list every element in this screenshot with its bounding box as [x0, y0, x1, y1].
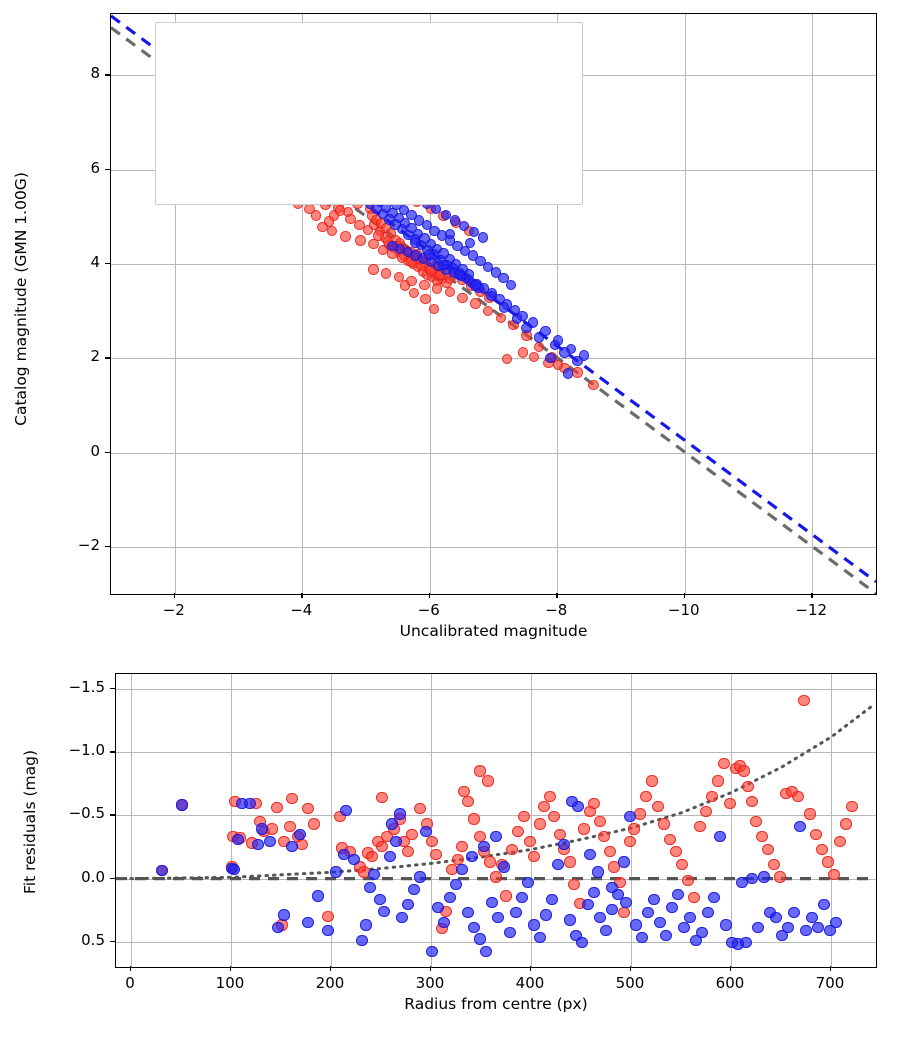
y-tick-label: −1.0	[68, 741, 105, 760]
y-tickmark	[105, 545, 110, 548]
y-tickmark	[105, 168, 110, 170]
panel-photometric-calibration: Catalog magnitude (GMN 1.00G) Uncalibrat…	[12, 13, 877, 640]
gridline-vertical	[174, 14, 176, 594]
x-tickmark	[556, 593, 558, 598]
gridline-vertical	[131, 674, 132, 967]
y-tickmark	[110, 940, 115, 943]
x-tick-label: −8	[545, 601, 568, 619]
y-tickmark	[110, 814, 115, 816]
gridline-horizontal	[116, 752, 876, 754]
gridline-horizontal	[111, 452, 876, 454]
gridline-vertical	[831, 674, 832, 967]
x-tick-label: 700	[815, 974, 845, 992]
gridline-vertical	[557, 14, 559, 594]
fit-line	[129, 705, 873, 881]
y-tickmark	[105, 357, 110, 359]
x-tick-label: 600	[715, 974, 745, 992]
x-tick-label: −4	[290, 601, 313, 619]
gridline-horizontal	[116, 689, 876, 691]
x-tickmark	[530, 966, 532, 971]
y-tick-label: 2	[90, 347, 100, 366]
x-tick-label: −6	[417, 601, 440, 619]
gridline-horizontal	[111, 263, 876, 265]
y-tick-label: 4	[90, 252, 100, 271]
x-tick-label: 500	[615, 974, 645, 992]
y-tick-label: 6	[90, 158, 100, 177]
gridline-vertical	[302, 14, 304, 594]
x-tick-label: 100	[215, 974, 245, 992]
x-tickmark	[130, 966, 132, 971]
y-tick-label: −2	[77, 535, 100, 554]
y-tick-label: −0.5	[68, 804, 105, 823]
x-tick-label: −12	[795, 601, 828, 619]
x-tick-label: 200	[315, 974, 345, 992]
gridline-vertical	[812, 14, 814, 594]
x-tickmark	[811, 593, 813, 598]
x-tickmark	[430, 966, 432, 971]
x-tick-label: −10	[667, 601, 700, 619]
y-tick-label: −1.5	[68, 678, 105, 697]
bottom-axis-x-label: Radius from centre (px)	[404, 995, 588, 1013]
x-tick-label: −2	[162, 601, 185, 619]
bottom-axis-y-label: Fit residuals (mag)	[21, 749, 39, 895]
gridline-horizontal	[111, 546, 876, 548]
gridline-horizontal	[116, 815, 876, 817]
gridline-horizontal	[111, 358, 876, 360]
x-tickmark	[173, 593, 176, 598]
x-tickmark	[630, 966, 632, 971]
x-tickmark	[230, 966, 232, 971]
y-tick-label: 0	[90, 441, 100, 460]
gridline-horizontal	[116, 941, 876, 943]
x-tick-label: 0	[125, 974, 135, 992]
x-tickmark	[683, 593, 686, 598]
y-tickmark	[110, 751, 115, 753]
y-tickmark	[110, 688, 115, 690]
x-tick-label: 400	[515, 974, 545, 992]
bottom-plot-axes	[115, 673, 877, 968]
x-tick-label: 300	[415, 974, 445, 992]
top-axis-y-label: Catalog magnitude (GMN 1.00G)	[12, 172, 30, 426]
x-tickmark	[428, 593, 431, 598]
legend-box	[155, 22, 583, 205]
gridline-vertical	[231, 674, 232, 967]
gridline-vertical	[731, 674, 732, 967]
x-tickmark	[730, 966, 732, 971]
y-tick-label: 0.5	[81, 930, 105, 949]
gridline-vertical	[684, 14, 686, 594]
y-tickmark	[110, 877, 115, 879]
y-tick-label: 0.0	[81, 867, 105, 886]
x-tickmark	[301, 593, 303, 598]
x-tickmark	[830, 966, 832, 971]
y-tickmark	[105, 262, 110, 265]
gridline-vertical	[531, 674, 532, 967]
panel-fit-residuals: Fit residuals (mag) Radius from centre (…	[0, 650, 900, 1050]
x-tickmark	[330, 966, 332, 971]
top-axis-x-label: Uncalibrated magnitude	[399, 622, 588, 640]
y-tickmark	[105, 451, 110, 453]
y-tick-label: 8	[90, 64, 100, 83]
gridline-vertical	[331, 674, 332, 967]
fit-lines-layer	[116, 705, 876, 881]
y-tickmark	[105, 74, 110, 76]
